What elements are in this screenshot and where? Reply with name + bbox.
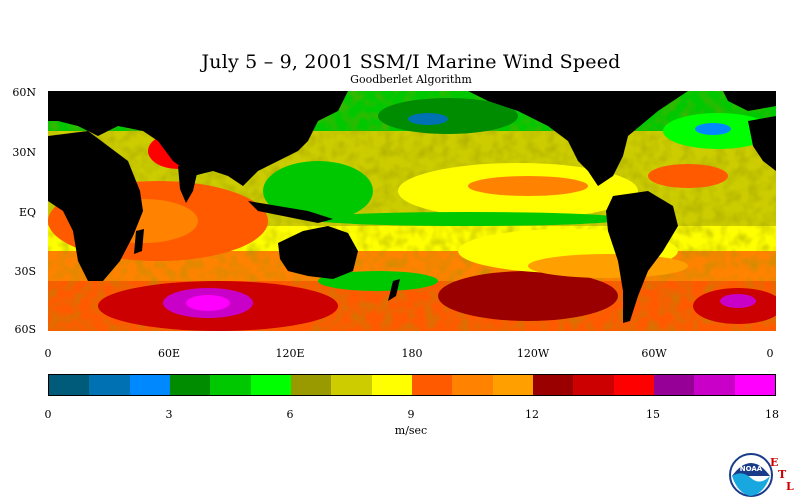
- lon-label-180: 180: [401, 347, 423, 360]
- southern-green-band: [318, 271, 438, 291]
- colorbar-swatch: [169, 375, 211, 395]
- north-pacific-orange: [468, 176, 588, 196]
- eurasia-landmass: [48, 91, 348, 186]
- south-atlantic-magenta: [720, 294, 756, 308]
- wind-speed-colorbar: [48, 374, 776, 396]
- south-pacific-orange: [528, 254, 688, 278]
- equatorial-green-band: [308, 212, 628, 226]
- australia-landmass: [278, 226, 358, 279]
- noaa-logo: NOAA E T L: [728, 452, 800, 498]
- colorbar-tick-0: 0: [44, 408, 52, 421]
- north-pacific-green: [378, 98, 518, 134]
- etl-letter-e: E: [770, 456, 779, 469]
- lat-label-30n: 30N: [12, 146, 36, 159]
- western-pacific-green: [263, 161, 373, 221]
- colorbar-swatch: [613, 375, 654, 395]
- wind-speed-map-svg: [48, 91, 776, 331]
- colorbar-tick-6: 6: [286, 408, 294, 421]
- colorbar-swatch: [49, 375, 90, 395]
- new-zealand-landmass: [388, 279, 400, 301]
- colorbar-swatch: [573, 375, 614, 395]
- colorbar-tick-9: 9: [407, 408, 415, 421]
- lat-label-60n: 60N: [12, 86, 36, 99]
- north-atlantic-blue: [695, 123, 731, 135]
- colorbar-swatch: [653, 375, 695, 395]
- colorbar-swatch: [210, 375, 251, 395]
- colorbar-tick-18: 18: [765, 408, 779, 421]
- south-america-landmass: [606, 191, 678, 323]
- map-subtitle: Goodberlet Algorithm: [350, 73, 472, 86]
- colorbar-unit-label: m/sec: [394, 424, 428, 437]
- india-landmass: [178, 166, 198, 203]
- noaa-logo-text: NOAA: [740, 465, 763, 473]
- colorbar-swatch: [250, 375, 291, 395]
- lon-label-0-left: 0: [44, 347, 52, 360]
- colorbar-swatch: [411, 375, 453, 395]
- atlantic-trade-orange: [648, 164, 728, 188]
- lat-label-30s: 30S: [14, 265, 36, 278]
- western-europe-landmass: [748, 116, 776, 171]
- colorbar-swatch: [532, 375, 574, 395]
- colorbar-swatch: [290, 375, 332, 395]
- land-masses: [48, 91, 776, 323]
- south-pacific-red: [438, 271, 618, 321]
- africa-landmass: [48, 131, 143, 281]
- colorbar-swatch: [331, 375, 372, 395]
- map-title: July 5 – 9, 2001 SSM/I Marine Wind Speed: [201, 51, 621, 73]
- colorbar-swatch: [371, 375, 412, 395]
- lon-label-0-right: 0: [766, 347, 774, 360]
- lon-label-120e: 120E: [275, 347, 305, 360]
- colorbar-tick-3: 3: [165, 408, 173, 421]
- colorbar-tick-12: 12: [525, 408, 539, 421]
- etl-letter-l: L: [786, 480, 794, 493]
- colorbar-swatch: [694, 375, 735, 395]
- greenland-landmass: [723, 91, 776, 111]
- colorbar-swatch: [129, 375, 170, 395]
- colorbar-swatch: [89, 375, 130, 395]
- indonesia-landmass: [248, 201, 333, 223]
- lon-label-120w: 120W: [516, 347, 550, 360]
- noaa-logo-icon: NOAA: [729, 453, 773, 497]
- lon-label-60e: 60E: [157, 347, 181, 360]
- lat-label-60s: 60S: [14, 323, 36, 336]
- lat-label-eq: EQ: [18, 206, 36, 219]
- north-pacific-blue: [408, 113, 448, 125]
- colorbar-swatch: [492, 375, 533, 395]
- colorbar-swatch: [734, 375, 775, 395]
- etl-letter-t: T: [778, 468, 787, 481]
- colorbar-swatch: [452, 375, 493, 395]
- lon-label-60w: 60W: [641, 347, 667, 360]
- colorbar-tick-15: 15: [646, 408, 660, 421]
- madagascar-landmass: [134, 229, 144, 254]
- wind-speed-map: [48, 91, 776, 331]
- southern-ocean-magenta-core: [186, 295, 230, 311]
- north-america-landmass: [468, 91, 688, 186]
